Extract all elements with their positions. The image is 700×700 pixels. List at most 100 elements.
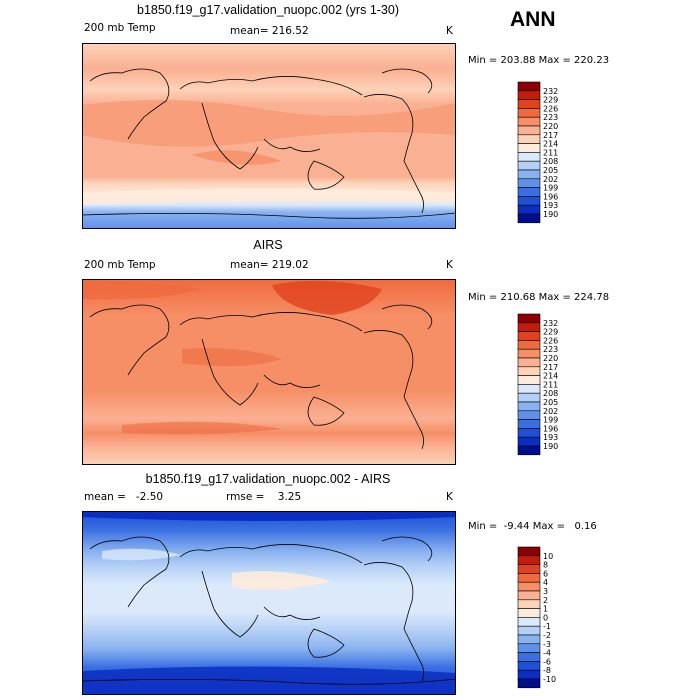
colorbar-label: 226 (543, 336, 558, 345)
colorbar-swatch (517, 564, 541, 574)
colorbar-swatch (517, 169, 541, 180)
colorbar-label: -2 (543, 631, 551, 640)
panel-1-colorbar: 2322292262232202172142112082052021991961… (517, 81, 558, 224)
colorbar-label: 229 (543, 328, 558, 337)
colorbar-swatch (517, 331, 541, 341)
colorbar-swatch (517, 366, 541, 376)
colorbar-swatch (517, 410, 541, 420)
colorbar-label: 232 (543, 87, 558, 96)
colorbar-swatch (517, 634, 541, 645)
panel-3-rmse: rmse = 3.25 (226, 491, 302, 503)
colorbar-label: 202 (543, 175, 558, 184)
panel-2-colorbar: 2322292262232202172142112082052021991961… (517, 313, 558, 456)
colorbar-swatch (517, 590, 541, 601)
panel-2-minmax: Min = 210.68 Max = 224.78 (468, 292, 610, 303)
colorbar-label: 214 (543, 140, 558, 149)
colorbar-swatch (517, 428, 541, 438)
colorbar-swatch (517, 160, 541, 171)
colorbar-swatch (517, 445, 541, 456)
colorbar-swatch (517, 357, 541, 368)
colorbar-swatch (517, 90, 541, 100)
colorbar-label: 223 (543, 113, 558, 122)
panel-3-title: b1850.f19_g17.validation_nuopc.002 - AIR… (145, 472, 391, 486)
colorbar-swatch (517, 625, 541, 636)
colorbar-label: 229 (543, 96, 558, 105)
colorbar-label: 3 (543, 587, 548, 596)
colorbar-swatch (517, 108, 541, 118)
colorbar-swatch (517, 178, 541, 188)
colorbar-label: 199 (543, 184, 558, 193)
colorbar-label: 193 (543, 433, 558, 442)
colorbar-label: -10 (543, 675, 556, 684)
colorbar-swatch (517, 546, 541, 557)
colorbar-label: 220 (543, 354, 558, 363)
panel-2-map (82, 279, 456, 465)
panel-2-title: AIRS (253, 238, 283, 252)
colorbar-swatch (517, 555, 541, 565)
colorbar-label: 1 (543, 605, 548, 614)
colorbar-swatch (517, 322, 541, 332)
colorbar-swatch (517, 116, 541, 127)
colorbar-label: 211 (543, 148, 558, 157)
colorbar-swatch (517, 152, 541, 162)
colorbar-label: 193 (543, 201, 558, 210)
colorbar-label: -1 (543, 622, 551, 631)
panel-1-variable: 200 mb Temp (84, 22, 156, 34)
panel-3-minmax: Min = -9.44 Max = 0.16 (468, 521, 597, 532)
colorbar-label: 196 (543, 424, 558, 433)
colorbar-swatch (517, 661, 541, 671)
colorbar-swatch (517, 669, 541, 680)
colorbar-label: 202 (543, 407, 558, 416)
colorbar-label: -8 (543, 666, 551, 675)
panel-1-map (82, 43, 456, 229)
colorbar-swatch (517, 340, 541, 350)
colorbar-label: 205 (543, 166, 558, 175)
panel-2-units: K (446, 259, 453, 271)
panel-1-mean: mean= 216.52 (230, 25, 309, 37)
colorbar-label: 226 (543, 104, 558, 113)
panel-1-minmax: Min = 203.88 Max = 220.23 (468, 55, 610, 66)
colorbar-swatch (517, 392, 541, 403)
colorbar-swatch (517, 81, 541, 92)
colorbar-swatch (517, 419, 541, 429)
colorbar-swatch (517, 617, 541, 627)
colorbar-swatch (517, 187, 541, 197)
colorbar-label: 205 (543, 398, 558, 407)
colorbar-label: 190 (543, 442, 558, 451)
colorbar-swatch (517, 581, 541, 592)
colorbar-label: 6 (543, 569, 548, 578)
colorbar-label: 8 (543, 561, 548, 570)
colorbar-swatch (517, 213, 541, 224)
colorbar-swatch (517, 652, 541, 662)
colorbar-label: -6 (543, 657, 551, 666)
panel-3-map (82, 511, 456, 695)
colorbar-label: -4 (543, 649, 551, 658)
panel-1-units: K (446, 25, 453, 37)
colorbar-label: 208 (543, 389, 558, 398)
colorbar-label: 208 (543, 157, 558, 166)
colorbar-label: 217 (543, 363, 558, 372)
colorbar-swatch (517, 134, 541, 144)
colorbar-label: 232 (543, 319, 558, 328)
colorbar-swatch (517, 599, 541, 609)
panel-2-variable: 200 mb Temp (84, 259, 156, 271)
panel-1-title: b1850.f19_g17.validation_nuopc.002 (yrs … (137, 3, 399, 17)
colorbar-label: 211 (543, 380, 558, 389)
colorbar-swatch (517, 678, 541, 689)
colorbar-swatch (517, 204, 541, 215)
panel-2-mean: mean= 219.02 (230, 259, 309, 271)
colorbar-swatch (517, 436, 541, 447)
colorbar-label: 214 (543, 372, 558, 381)
colorbar-swatch (517, 196, 541, 206)
colorbar-swatch (517, 643, 541, 653)
colorbar-label: 220 (543, 122, 558, 131)
colorbar-swatch (517, 348, 541, 359)
colorbar-label: 223 (543, 345, 558, 354)
panel-3-units: K (446, 491, 453, 503)
colorbar-swatch (517, 99, 541, 109)
colorbar-swatch (517, 573, 541, 583)
colorbar-label: 217 (543, 131, 558, 140)
colorbar-swatch (517, 125, 541, 136)
colorbar-swatch (517, 608, 541, 618)
